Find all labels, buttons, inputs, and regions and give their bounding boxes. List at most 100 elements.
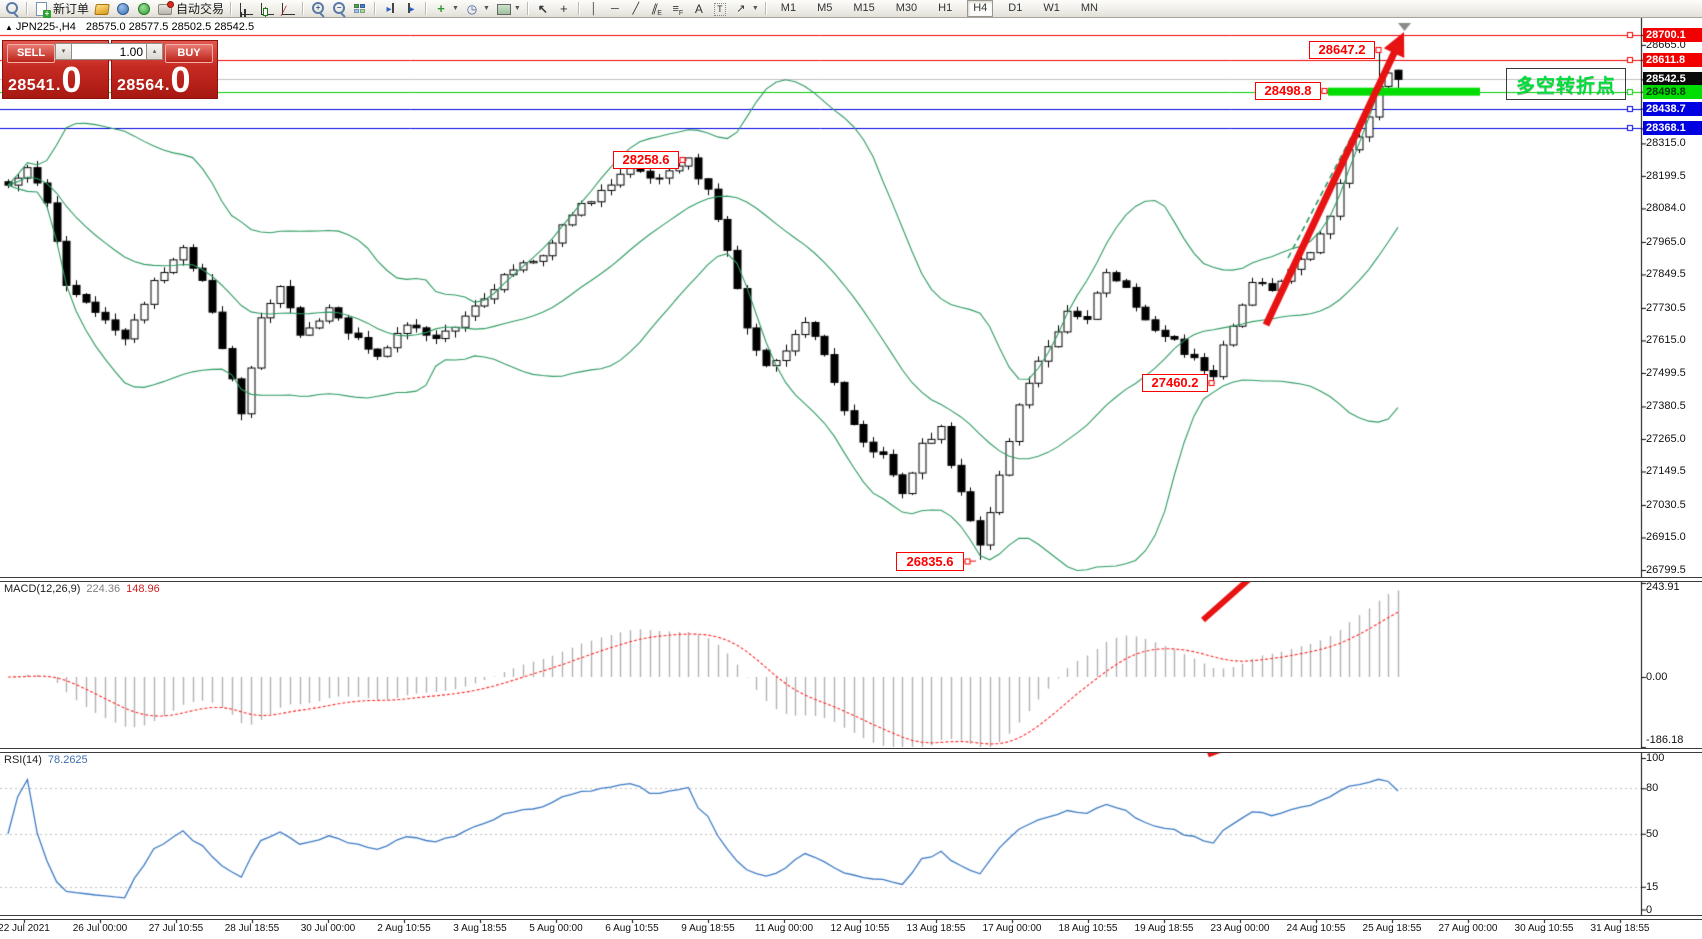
price-chart-canvas[interactable]	[0, 18, 1702, 939]
price-axis-tick: 27149.5	[1646, 465, 1686, 477]
rsi-axis-tick: 100	[1646, 752, 1665, 764]
timeframe-button-mn[interactable]: MN	[1080, 2, 1098, 14]
time-axis-label: 27 Aug 00:00	[1438, 923, 1498, 934]
market-depth-icon[interactable]	[92, 1, 112, 17]
panel-separator	[0, 915, 1702, 920]
toolbar-separator	[764, 2, 767, 15]
new-order-button[interactable]: + 新订单	[32, 1, 91, 18]
price-level-label: 28611.8	[1643, 53, 1702, 67]
annotation-note[interactable]: 多空转折点	[1506, 68, 1626, 100]
rsi-axis-tick: 15	[1646, 881, 1659, 893]
price-axis-tick: 28665.0	[1646, 39, 1686, 51]
line-chart-icon[interactable]: ╱	[278, 1, 298, 17]
time-axis-label: 5 Aug 00:00	[529, 923, 583, 934]
price-axis-tick: 28315.0	[1646, 137, 1686, 149]
candlestick-chart-icon[interactable]	[257, 1, 277, 17]
price-axis-tick: 28199.5	[1646, 170, 1686, 182]
price-callout[interactable]: 26835.6	[896, 552, 964, 571]
tile-windows-icon[interactable]	[350, 1, 370, 17]
time-axis-label: 23 Aug 00:00	[1210, 923, 1270, 934]
autotrading-button[interactable]: 自动交易	[155, 0, 226, 17]
price-level-label: 28542.5	[1643, 72, 1702, 86]
volume-input[interactable]	[72, 43, 146, 60]
vertical-line-icon[interactable]: │	[590, 2, 598, 15]
arrows-icon[interactable]: ↗ ▼	[736, 2, 759, 15]
timeframe-button-m15[interactable]: M15	[853, 2, 875, 14]
timeframe-button-h4[interactable]: H4	[967, 0, 994, 17]
price-axis-tick: 27965.0	[1646, 236, 1686, 248]
time-axis-label: 12 Aug 10:55	[830, 923, 890, 934]
price-callout[interactable]: 27460.2	[1142, 374, 1208, 392]
cursor-icon[interactable]: ↖	[537, 1, 548, 16]
timeframe-button-h1[interactable]: H1	[938, 2, 953, 14]
community-icon[interactable]	[113, 1, 133, 17]
price-axis-tick: 27380.5	[1646, 400, 1686, 412]
crosshair-icon[interactable]: +	[560, 0, 568, 16]
signals-icon[interactable]	[134, 1, 154, 17]
sell-button[interactable]: SELL	[7, 44, 55, 63]
time-axis-label: 18 Aug 10:55	[1058, 923, 1118, 934]
fibonacci-icon[interactable]: ≡F	[672, 2, 684, 17]
chevron-down-icon[interactable]: ▼	[751, 5, 759, 12]
text-icon[interactable]: A	[694, 1, 703, 16]
time-axis-label: 2 Aug 10:55	[377, 923, 431, 934]
periods-icon[interactable]: ◷ ▼	[466, 1, 490, 16]
rsi-axis-tick: 80	[1646, 782, 1659, 794]
price-axis-tick: 27499.5	[1646, 367, 1686, 379]
horizontal-line-icon[interactable]: ─	[610, 2, 619, 15]
timeframe-button-m30[interactable]: M30	[895, 2, 918, 14]
time-axis-label: 31 Aug 18:55	[1590, 923, 1650, 934]
time-axis-label: 24 Aug 10:55	[1286, 923, 1346, 934]
rsi-indicator-label: RSI(14) 78.2625	[4, 754, 88, 766]
toolbar-separator	[374, 2, 377, 15]
text-label-icon[interactable]: T	[710, 1, 730, 17]
price-axis-tick: 27030.5	[1646, 499, 1686, 511]
timeframe-button-d1[interactable]: D1	[1008, 2, 1023, 14]
price-callout[interactable]: 28647.2	[1309, 41, 1375, 59]
timeframe-button-w1[interactable]: W1	[1043, 2, 1060, 14]
panel-separator[interactable]	[0, 577, 1702, 582]
ask-price: 28564. 0	[117, 59, 191, 100]
equidistant-channel-icon[interactable]: ∥E	[649, 2, 662, 17]
symbol-period-label: JPN225-,H4	[15, 21, 76, 33]
chart-title: ▲ JPN225-,H4 28575.0 28577.5 28502.5 28542…	[5, 21, 254, 33]
toolbar-separator	[302, 2, 305, 15]
volume-spinner: ▾ ▴	[55, 43, 165, 60]
time-axis-label: 17 Aug 00:00	[982, 923, 1042, 934]
ohlc-values: 28575.0 28577.5 28502.5 28542.5	[85, 21, 255, 33]
trendline-icon[interactable]: ╱	[632, 2, 640, 15]
panel-separator[interactable]	[0, 748, 1702, 753]
auto-scroll-icon[interactable]: ▸	[386, 2, 394, 15]
templates-icon[interactable]: ▼	[493, 1, 523, 17]
chart-shift-icon[interactable]: ▸	[407, 2, 415, 15]
time-axis-label: 19 Aug 18:55	[1134, 923, 1194, 934]
time-axis-label: 13 Aug 18:55	[906, 923, 966, 934]
toolbar-separator	[425, 2, 428, 15]
volume-decrease-button[interactable]: ▾	[55, 43, 72, 60]
time-axis-label: 9 Aug 18:55	[681, 923, 735, 934]
price-callout[interactable]: 28498.8	[1255, 82, 1321, 100]
macd-indicator-label: MACD(12,26,9) 224.36 148.96	[4, 583, 160, 595]
bar-chart-icon[interactable]	[236, 1, 256, 17]
chevron-down-icon[interactable]: ▼	[513, 5, 521, 12]
volume-increase-button[interactable]: ▴	[146, 43, 163, 60]
price-level-label: 28368.1	[1643, 121, 1702, 135]
quick-search-icon[interactable]	[2, 1, 22, 18]
price-axis-tick: 27849.5	[1646, 268, 1686, 280]
toolbar-separator	[577, 2, 580, 15]
time-axis-label: 27 Jul 10:55	[148, 923, 204, 934]
time-axis-label: 30 Aug 10:55	[1514, 923, 1574, 934]
time-axis-label: 6 Aug 10:55	[605, 923, 659, 934]
rsi-axis-tick: 0	[1646, 904, 1653, 916]
chevron-down-icon[interactable]: ▼	[452, 5, 459, 12]
zoom-out-icon[interactable]: −	[329, 1, 349, 18]
timeframe-button-m1[interactable]: M1	[780, 2, 797, 14]
window-expand-icon[interactable]: ▲	[5, 23, 13, 32]
chevron-down-icon[interactable]: ▼	[482, 5, 490, 12]
zoom-in-icon[interactable]: +	[308, 1, 328, 18]
price-callout[interactable]: 28258.6	[613, 151, 679, 169]
timeframe-button-m5[interactable]: M5	[817, 2, 833, 14]
buy-button[interactable]: BUY	[165, 44, 213, 63]
indicators-icon[interactable]: + ▼	[437, 0, 459, 16]
